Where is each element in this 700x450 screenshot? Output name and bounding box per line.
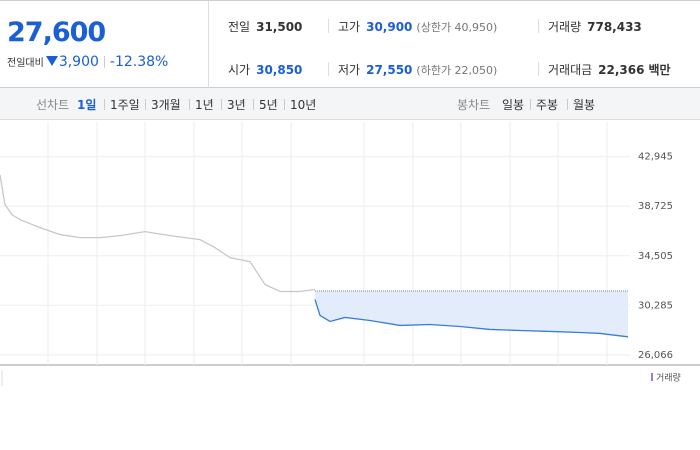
stat-value: 31,500: [256, 20, 303, 34]
tab[interactable]: 주봉: [536, 98, 559, 112]
tab[interactable]: 일봉: [502, 98, 525, 112]
stat: 전일 31,500: [228, 18, 302, 35]
tab-group-label: 봉차트: [457, 98, 491, 112]
separator: [328, 19, 329, 33]
stat-value: 778,433: [587, 20, 642, 34]
stat: 거래량 778,433: [548, 18, 642, 35]
stat: 저가 27,550 (하한가 22,050): [338, 61, 497, 78]
stat-value: 30,900: [366, 20, 413, 34]
tab[interactable]: 1년: [195, 98, 214, 112]
separator: [567, 99, 568, 110]
price: 27,600: [7, 17, 106, 48]
down-arrow: [45, 56, 58, 66]
quote-panel: 27,600 전일대비 3,900 -12.38% 전일 31,500 고가 30,90…: [0, 0, 700, 88]
stat: 시가 30,850: [228, 61, 302, 78]
tab[interactable]: 월봉: [573, 98, 596, 112]
separator: [104, 99, 105, 110]
stat-label: 시가: [228, 63, 251, 77]
stat-unit: 백만: [648, 63, 671, 77]
separator: [530, 99, 531, 110]
stat-note: (상한가 40,950): [416, 21, 498, 34]
stat-label: 전일: [228, 20, 251, 34]
change-label: 전일대비: [7, 58, 44, 69]
tab-group-label: 선차트: [36, 98, 70, 112]
legend-swatch: [651, 373, 653, 381]
change: 전일대비 3,900 -12.38%: [7, 54, 168, 70]
separator: [145, 99, 146, 110]
tab-bar: 선차트 봉차트 1일 1주일 3개월 1년 3년 5년 10년 일봉 주봉 월봉: [0, 88, 700, 120]
price-line: [0, 174, 316, 293]
stat-label: 고가: [338, 20, 361, 34]
y-tick-label: 38,725: [638, 201, 673, 212]
stat-note: (하한가 22,050): [416, 64, 498, 77]
tab[interactable]: 3개월: [151, 98, 181, 112]
tab[interactable]: 3년: [227, 98, 246, 112]
price-line: [314, 299, 629, 338]
separator: [253, 99, 254, 110]
stat: 거래대금 22,366 백만: [548, 61, 671, 78]
stat-label: 저가: [338, 63, 361, 77]
stat-value: 27,550: [366, 63, 413, 77]
change-pct: -12.38%: [109, 54, 169, 70]
separator: [538, 62, 539, 76]
tab[interactable]: 10년: [290, 98, 317, 112]
y-tick-label: 26,066: [638, 350, 673, 361]
stat-label: 거래량: [548, 20, 582, 34]
tab[interactable]: 5년: [259, 98, 278, 112]
change-value: 3,900: [58, 54, 99, 70]
chart: 거래량 42,945 38,725 34,505 30,285 26,066: [0, 122, 700, 386]
separator: [328, 62, 329, 76]
quote-box: 27,600 전일대비 3,900 -12.38%: [0, 1, 209, 88]
separator: [189, 99, 190, 110]
stat: 고가 30,900 (상한가 40,950): [338, 18, 497, 35]
separator: [538, 19, 539, 33]
y-tick-label: 34,505: [638, 251, 673, 262]
stat-value: 22,366: [598, 63, 645, 77]
separator: [103, 56, 105, 68]
y-tick-label: 30,285: [638, 300, 673, 311]
separator: [221, 99, 222, 110]
tab[interactable]: 1주일: [110, 98, 140, 112]
separator: [284, 99, 285, 110]
area-fill: [315, 291, 628, 337]
y-tick-label: 42,945: [638, 152, 673, 163]
stat-label: 거래대금: [548, 63, 593, 77]
stat-value: 30,850: [256, 63, 303, 77]
legend-label: 거래량: [656, 372, 681, 384]
tab[interactable]: 1일: [77, 98, 97, 112]
